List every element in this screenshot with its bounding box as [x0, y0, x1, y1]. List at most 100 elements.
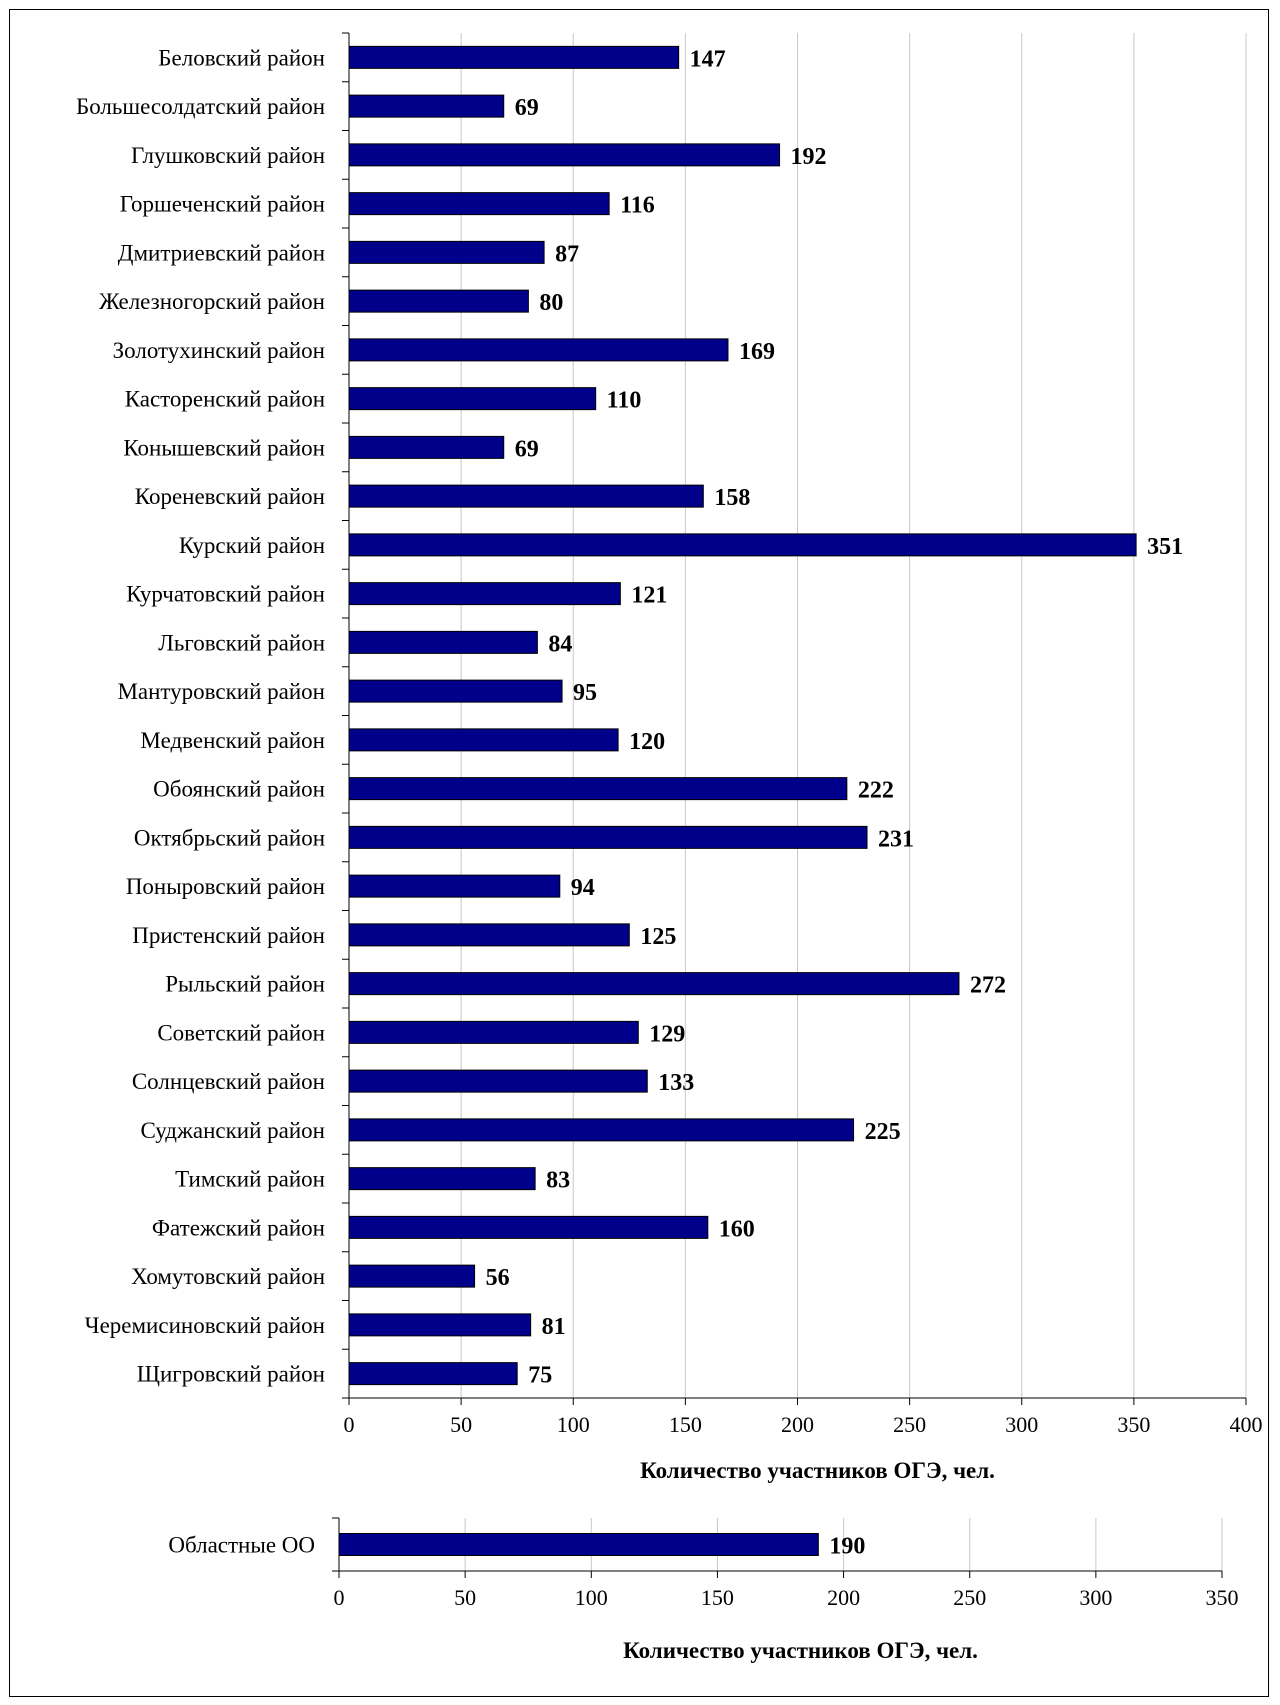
chart1-category-label: Глушковский район [131, 143, 325, 168]
chart1-x-tick-label: 300 [1005, 1412, 1038, 1437]
chart1-data-label: 80 [539, 290, 563, 316]
chart2-x-tick-label: 300 [1079, 1585, 1112, 1610]
chart1-bar [348, 143, 781, 167]
chart2-x-tick-label: 250 [953, 1585, 986, 1610]
chart1-category-label: Дмитриевский район [118, 240, 325, 265]
chart1-category-label: Солнцевский район [132, 1069, 325, 1094]
chart1-data-label: 351 [1147, 534, 1183, 560]
chart1-bar [348, 435, 505, 459]
chart1-x-tick-label: 400 [1230, 1412, 1263, 1437]
chart1-category-label: Обоянский район [153, 777, 325, 802]
chart1-bar [348, 289, 529, 313]
chart1-category-label: Поныровский район [126, 874, 325, 899]
chart1-data-label: 56 [486, 1265, 510, 1291]
chart1-category-label: Медвенский район [140, 728, 325, 753]
chart2-x-tick-label: 350 [1206, 1585, 1239, 1610]
chart1-bar [348, 874, 561, 898]
chart1-data-label: 272 [970, 973, 1006, 999]
chart1-data-label: 133 [658, 1070, 694, 1096]
chart2-x-tick-label: 150 [701, 1585, 734, 1610]
chart1-category-label: Щигровский район [137, 1362, 325, 1387]
chart1-category-label: Мантуровский район [117, 679, 325, 704]
chart-frame [9, 9, 1269, 1697]
chart1-data-label: 160 [719, 1216, 755, 1242]
chart1-category-label: Большесолдатский район [76, 94, 325, 119]
chart1-bar [348, 533, 1137, 557]
chart1-data-label: 225 [865, 1119, 901, 1145]
chart2-data-label: 190 [829, 1534, 865, 1560]
chart1-x-tick-label: 250 [893, 1412, 926, 1437]
chart1-data-label: 169 [739, 339, 775, 365]
chart1-category-label: Октябрьский район [134, 825, 325, 850]
chart1-bar [348, 923, 630, 947]
chart1-data-label: 231 [878, 826, 914, 852]
chart1-x-tick-label: 0 [344, 1412, 355, 1437]
chart1-data-label: 222 [858, 778, 894, 804]
chart1-category-label: Рыльский район [165, 972, 325, 997]
chart2-x-tick-label: 200 [827, 1585, 860, 1610]
chart1-category-label: Суджанский район [140, 1118, 325, 1143]
chart1-data-label: 158 [714, 485, 750, 511]
chart2-x-tick-label: 100 [575, 1585, 608, 1610]
chart1-bar [348, 1313, 532, 1337]
chart1-bar [348, 387, 597, 411]
chart2-x-axis-title: Количество участников ОГЭ, чел. [623, 1638, 978, 1663]
chart1-category-label: Советский район [157, 1020, 325, 1045]
chart1-data-label: 87 [555, 241, 579, 267]
chart1-data-label: 69 [515, 436, 539, 462]
chart1-category-label: Конышевский район [123, 435, 325, 460]
chart1-category-label: Беловский район [158, 45, 325, 70]
chart1-data-label: 81 [542, 1314, 566, 1340]
chart1-x-tick-label: 50 [450, 1412, 472, 1437]
chart1-data-label: 94 [571, 875, 595, 901]
chart1-x-tick-label: 200 [781, 1412, 814, 1437]
chart1-data-label: 84 [548, 631, 572, 657]
chart1-data-label: 75 [528, 1363, 552, 1389]
chart2-x-tick-label: 0 [334, 1585, 345, 1610]
chart1-category-label: Курский район [179, 533, 325, 558]
chart1-bar [348, 94, 505, 118]
chart1-category-label: Хомутовский район [131, 1264, 325, 1289]
chart1-data-label: 110 [607, 388, 642, 414]
chart1-data-label: 147 [690, 46, 726, 72]
chart1-bar [348, 1118, 855, 1142]
chart1-category-label: Тимский район [175, 1167, 325, 1192]
chart2-bar [338, 1533, 819, 1556]
chart1-data-label: 192 [791, 144, 827, 170]
chart1-category-label: Пристенский район [132, 923, 325, 948]
chart1-x-tick-label: 150 [669, 1412, 702, 1437]
chart1-category-label: Фатежский район [152, 1215, 325, 1240]
chart1-data-label: 95 [573, 680, 597, 706]
chart1-bar [348, 1362, 518, 1386]
chart1-data-label: 121 [631, 583, 667, 609]
chart1-data-label: 83 [546, 1168, 570, 1194]
chart1-x-axis-title: Количество участников ОГЭ, чел. [640, 1458, 995, 1483]
chart1-bar [348, 338, 729, 362]
chart1-bar [348, 1215, 709, 1239]
chart2-category-label: Областные ОО [168, 1533, 315, 1558]
chart1-data-label: 69 [515, 95, 539, 121]
chart1-bar [348, 972, 960, 996]
chart1-bar [348, 582, 621, 606]
chart1-category-label: Льговский район [158, 630, 325, 655]
chart1-category-label: Железногорский район [99, 289, 325, 314]
chart1-bar [348, 192, 610, 216]
chart1-bar [348, 1264, 476, 1288]
chart1-data-label: 120 [629, 729, 665, 755]
chart1-category-label: Горшеченский район [120, 192, 325, 217]
chart1-bar [348, 240, 545, 264]
chart1-bar [348, 728, 619, 752]
chart1-category-label: Курчатовский район [126, 582, 325, 607]
chart1-bar [348, 484, 704, 508]
chart1-category-label: Золотухинский район [113, 338, 325, 363]
chart1-category-label: Кореневский район [135, 484, 325, 509]
chart1-bar [348, 1167, 536, 1191]
chart1-bar [348, 45, 680, 69]
chart1-data-label: 129 [649, 1021, 685, 1047]
chart1-data-label: 125 [640, 924, 676, 950]
chart1-x-tick-label: 350 [1117, 1412, 1150, 1437]
chart1-bar [348, 1069, 648, 1093]
chart1-bar [348, 630, 538, 654]
chart2-x-tick-label: 50 [454, 1585, 476, 1610]
